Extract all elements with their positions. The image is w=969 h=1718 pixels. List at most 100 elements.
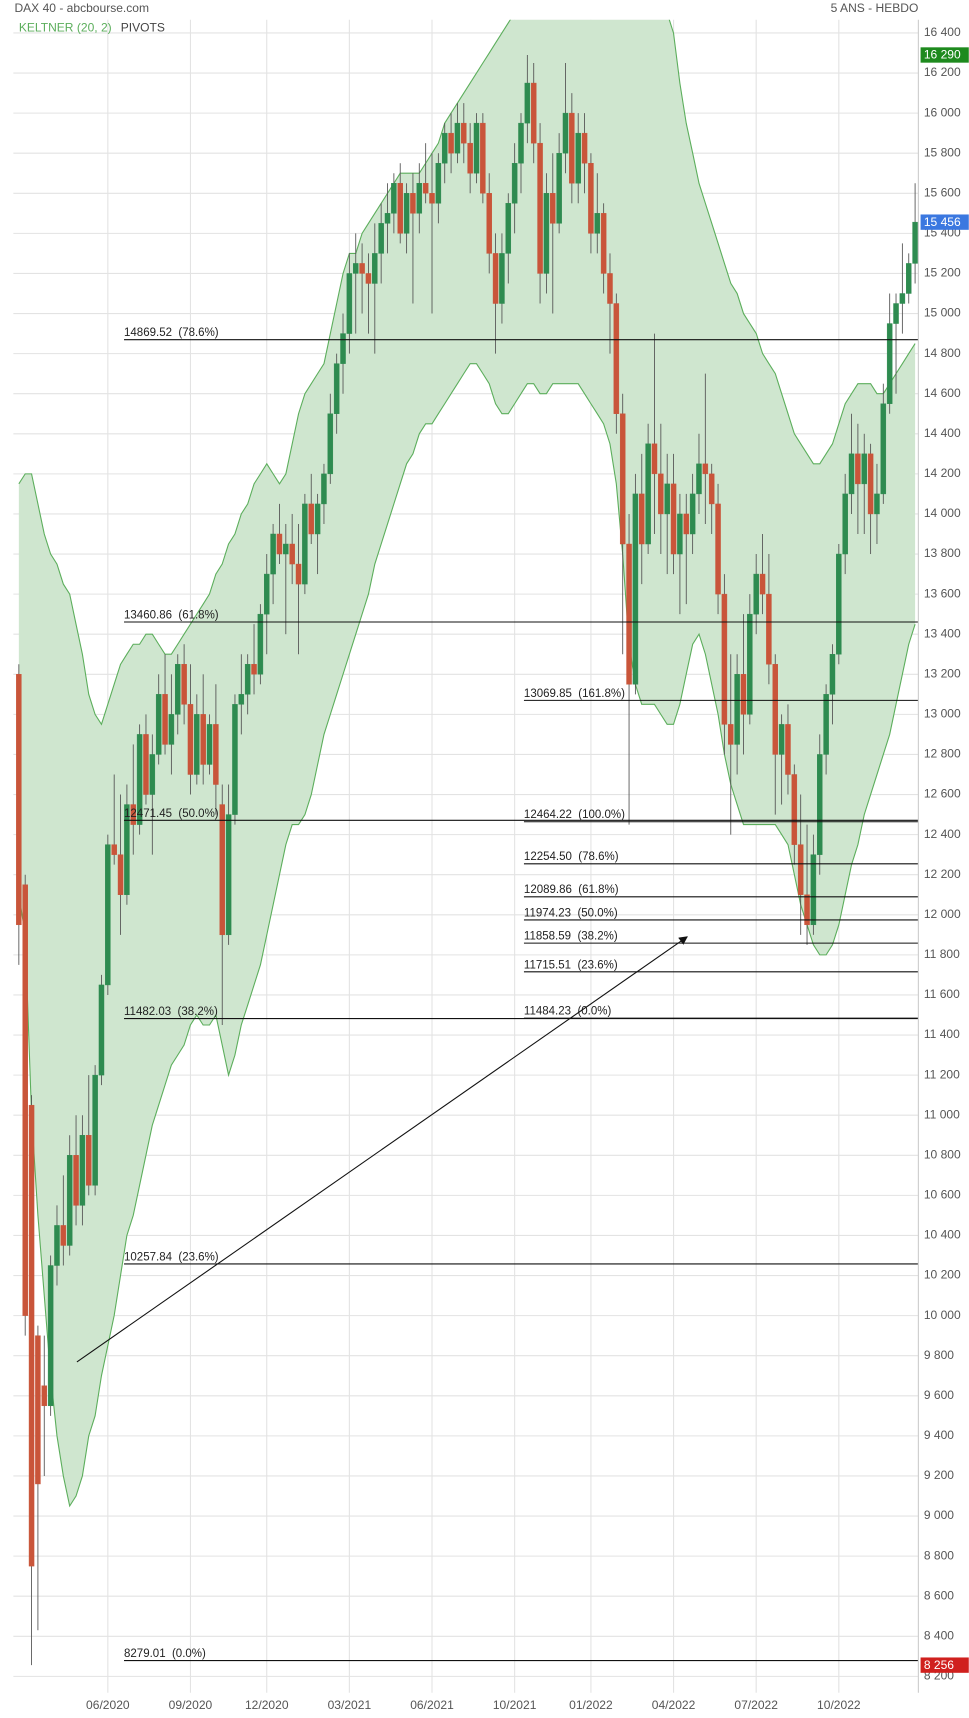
x-tick-label: 06/2021: [410, 1698, 454, 1712]
candle-body: [766, 593, 772, 665]
y-tick-label: 13 800: [924, 546, 961, 560]
candle-body: [543, 193, 550, 274]
y-tick-label: 15 200: [924, 266, 961, 280]
candle-body: [441, 132, 448, 164]
candle-body: [734, 674, 740, 745]
candle-body: [670, 483, 677, 555]
candle-body: [556, 152, 562, 224]
y-tick-label: 12 800: [924, 747, 961, 761]
candle-body: [785, 724, 791, 775]
candle-body: [283, 543, 289, 555]
keltner-upper: [18, 19, 916, 726]
y-tick-label: 11 200: [924, 1067, 960, 1081]
candle-body: [352, 263, 359, 274]
candle-body: [740, 674, 747, 715]
candle-body: [35, 1335, 41, 1485]
candle-body: [238, 694, 245, 705]
y-tick-label: 14 600: [924, 386, 961, 400]
candle-body: [295, 563, 302, 585]
y-tick-label: 11 400: [924, 1027, 960, 1041]
y-tick-label: 15 000: [924, 306, 961, 320]
candle-body: [86, 1135, 92, 1186]
candle-body: [321, 473, 327, 505]
candle-body: [569, 112, 575, 184]
y-tick-label: 10 800: [924, 1147, 961, 1161]
pivot-label: 11484.23 (0.0%): [524, 1006, 612, 1018]
y-tick-label: 10 600: [924, 1188, 961, 1202]
candle-body: [244, 664, 251, 695]
pivot-label: 11974.23 (50.0%): [524, 907, 618, 919]
candle-body: [181, 664, 187, 705]
candle-body: [28, 1104, 35, 1567]
candle-body: [289, 543, 295, 565]
candle-body: [302, 503, 308, 585]
candle-body: [346, 273, 353, 334]
keltner-fill: [18, 19, 916, 1506]
candle-body: [162, 694, 168, 745]
candle-body: [276, 533, 283, 555]
candle-body: [79, 1135, 86, 1206]
candle-body: [314, 503, 321, 535]
y-tick-label: 15 600: [924, 185, 961, 199]
candle-body: [530, 82, 537, 144]
candle-body: [842, 493, 848, 555]
y-tick-label: 13 400: [924, 626, 961, 640]
candle-body: [550, 193, 556, 224]
candle-body: [333, 363, 340, 414]
pivot-label: 12471.45 (50.0%): [124, 808, 219, 820]
candle-body: [537, 142, 543, 274]
candle-body: [829, 654, 836, 695]
candle-body: [391, 183, 397, 214]
candle-body: [359, 263, 365, 274]
x-tick-label: 04/2022: [652, 1698, 696, 1712]
y-tick-label: 12 600: [924, 787, 961, 801]
candle-body: [225, 814, 232, 936]
price-marker: [920, 1657, 969, 1673]
legend-pivots: PIVOTS: [121, 21, 165, 35]
candle-body: [219, 804, 225, 936]
candle-body: [912, 221, 918, 264]
candle-body: [562, 112, 569, 154]
candle-body: [136, 734, 143, 825]
candle-body: [66, 1155, 73, 1246]
candle-body: [855, 453, 861, 485]
pivot-label: 14869.52 (78.6%): [124, 327, 219, 339]
y-tick-label: 10 400: [924, 1228, 961, 1242]
candle-body: [886, 323, 893, 404]
candle-body: [187, 704, 194, 775]
pivot-label: 10257.84 (23.6%): [124, 1251, 219, 1263]
candle-body: [836, 553, 842, 655]
candle-body: [308, 503, 314, 535]
y-tick-label: 12 200: [924, 867, 961, 881]
candle-body: [804, 894, 810, 926]
candle-body: [645, 443, 651, 545]
candle-body: [728, 724, 734, 745]
candle-body: [435, 163, 442, 204]
candle-body: [448, 132, 454, 154]
price-marker-label: 15 456: [924, 215, 961, 229]
candle-body: [702, 463, 709, 475]
pivot-label: 11482.03 (38.2%): [124, 1006, 218, 1018]
candle-body: [810, 854, 817, 926]
y-tick-label: 14 200: [924, 466, 961, 480]
y-tick-label: 13 600: [924, 586, 961, 600]
candle-body: [251, 664, 257, 675]
x-tick-label: 06/2020: [86, 1698, 130, 1712]
y-tick-label: 12 000: [924, 907, 961, 921]
candle-body: [340, 333, 346, 364]
trend-arrow: [76, 936, 688, 1363]
candle-body: [384, 213, 391, 224]
candle-body: [492, 253, 499, 304]
y-tick-label: 13 000: [924, 707, 961, 721]
pivot-label: 13069.85 (161.8%): [524, 688, 625, 700]
chart-subtitle: 5 ANS - HEBDO: [831, 1, 919, 15]
candle-body: [16, 674, 22, 926]
candle-body: [880, 403, 887, 495]
candle-body: [721, 593, 728, 725]
x-tick-label: 03/2021: [328, 1698, 372, 1712]
candle-body: [696, 463, 702, 495]
price-marker: [920, 214, 969, 230]
candle-body: [410, 193, 416, 214]
candle-body: [378, 223, 384, 254]
